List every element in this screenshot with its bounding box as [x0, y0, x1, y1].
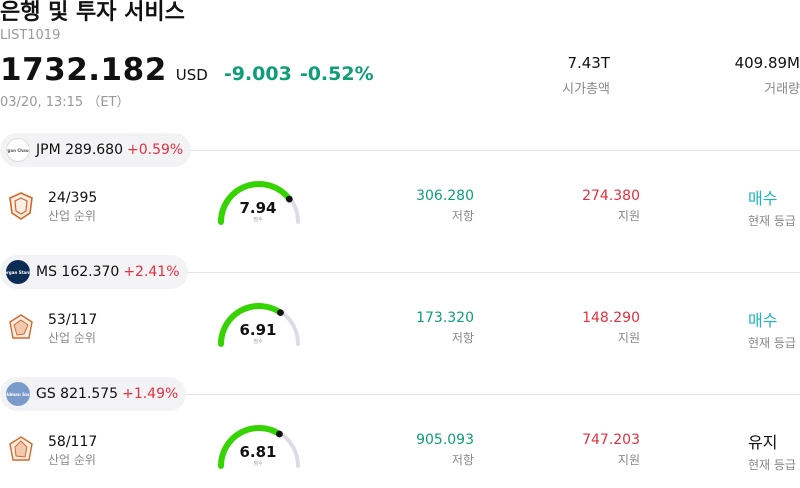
quote-datetime: 03/20, 13:15 （ET）	[0, 95, 130, 110]
stock-pill-jpm[interactable]: JPMorgan Chase&Co. JPM 289.680 +0.59%	[0, 133, 192, 167]
ticker-change-percent: +2.41%	[123, 264, 180, 280]
section-divider	[0, 394, 800, 395]
ticker-change-percent: +0.59%	[127, 142, 184, 158]
industry-rank-value: 24/395	[48, 190, 98, 206]
market-cap-label: 시가총액	[562, 82, 610, 97]
stock-section-gs: Goldman Sachs GS 821.575 +1.49% 58/117 산…	[0, 377, 800, 488]
score-gauge	[218, 181, 300, 225]
rank-shield-icon	[9, 192, 33, 220]
rating-label: 현재 등급	[748, 214, 796, 228]
rating-value[interactable]: 유지	[748, 433, 778, 452]
price-change-percent: -0.52%	[299, 63, 374, 85]
resistance-column: 306.280 저항	[354, 188, 474, 224]
support-column: 747.203 지원	[520, 432, 640, 468]
industry-rank-value: 53/117	[48, 312, 98, 328]
industry-rank-label: 산업 순위	[48, 209, 96, 223]
gauge-fill	[218, 303, 284, 347]
score-gauge	[218, 303, 300, 347]
stock-pill-ms[interactable]: Morgan Stanley MS 162.370 +2.41%	[0, 255, 188, 289]
resistance-label: 저항	[451, 209, 474, 223]
price-change: -9.003	[223, 63, 292, 85]
score-value: 7.94	[239, 199, 277, 217]
volume-value: 409.89M	[734, 54, 800, 72]
support-label: 지원	[617, 453, 640, 467]
industry-rank-label: 산업 순위	[48, 331, 96, 345]
rating-column: 유지 현재 등급	[748, 429, 800, 473]
resistance-value: 173.320	[416, 310, 474, 326]
industry-rank-label: 산업 순위	[48, 453, 96, 467]
gauge-fill	[218, 181, 293, 225]
rank-radar-icon	[9, 314, 33, 339]
gauge-marker	[277, 309, 284, 317]
section-divider	[0, 272, 800, 273]
ticker-price: JPM 289.680	[36, 142, 123, 158]
rating-column: 매수 현재 등급	[748, 307, 800, 351]
support-label: 지원	[617, 209, 640, 223]
gauge-marker	[285, 195, 293, 203]
score-label: 점수	[253, 217, 263, 223]
market-cap-stat: 7.43T 시가총액	[510, 54, 610, 97]
gs-logo-icon: Goldman Sachs	[6, 382, 30, 406]
index-price: 1732.182	[0, 52, 167, 88]
resistance-value: 905.093	[416, 432, 474, 448]
resistance-label: 저항	[451, 453, 474, 467]
volume-label: 거래량	[764, 82, 800, 97]
ticker-price: GS 821.575	[36, 386, 119, 402]
score-value: 6.81	[239, 443, 277, 461]
resistance-label: 저항	[451, 331, 474, 345]
volume-stat: 409.89M 거래량	[700, 54, 800, 97]
score-gauge	[218, 425, 300, 469]
ms-logo-icon: Morgan Stanley	[6, 260, 30, 284]
score-label: 점수	[253, 339, 263, 345]
resistance-column: 173.320 저항	[354, 310, 474, 346]
stock-section-ms: Morgan Stanley MS 162.370 +2.41% 53/117 …	[0, 255, 800, 377]
resistance-column: 905.093 저항	[354, 432, 474, 468]
rating-value[interactable]: 매수	[748, 311, 778, 330]
support-label: 지원	[617, 331, 640, 345]
index-code: LIST1019	[0, 28, 61, 43]
support-value: 274.380	[582, 188, 640, 204]
currency-label: USD	[175, 66, 208, 84]
support-value: 747.203	[582, 432, 640, 448]
section-divider	[0, 150, 800, 151]
ticker-price: MS 162.370	[36, 264, 120, 280]
market-cap-value: 7.43T	[567, 54, 610, 72]
gauge-marker	[276, 430, 283, 438]
price-row: 1732.182 USD -9.003 -0.52%	[0, 52, 374, 90]
resistance-value: 306.280	[416, 188, 474, 204]
stock-pill-gs[interactable]: Goldman Sachs GS 821.575 +1.49%	[0, 377, 187, 411]
ticker-change-percent: +1.49%	[122, 386, 179, 402]
gauge-fill	[218, 425, 283, 469]
rating-label: 현재 등급	[748, 458, 796, 472]
rank-radar-icon	[9, 436, 33, 461]
rating-column: 매수 현재 등급	[748, 185, 800, 229]
jpm-logo-icon: JPMorgan Chase&Co.	[6, 138, 30, 162]
score-value: 6.91	[239, 321, 277, 339]
industry-rank-value: 58/117	[48, 434, 98, 450]
rating-label: 현재 등급	[748, 336, 796, 350]
score-label: 점수	[253, 461, 263, 467]
page-title: 은행 및 투자 서비스	[0, 0, 185, 25]
support-value: 148.290	[582, 310, 640, 326]
support-column: 274.380 지원	[520, 188, 640, 224]
support-column: 148.290 지원	[520, 310, 640, 346]
stock-section-jpm: JPMorgan Chase&Co. JPM 289.680 +0.59% 24…	[0, 133, 800, 255]
rating-value[interactable]: 매수	[748, 189, 778, 208]
